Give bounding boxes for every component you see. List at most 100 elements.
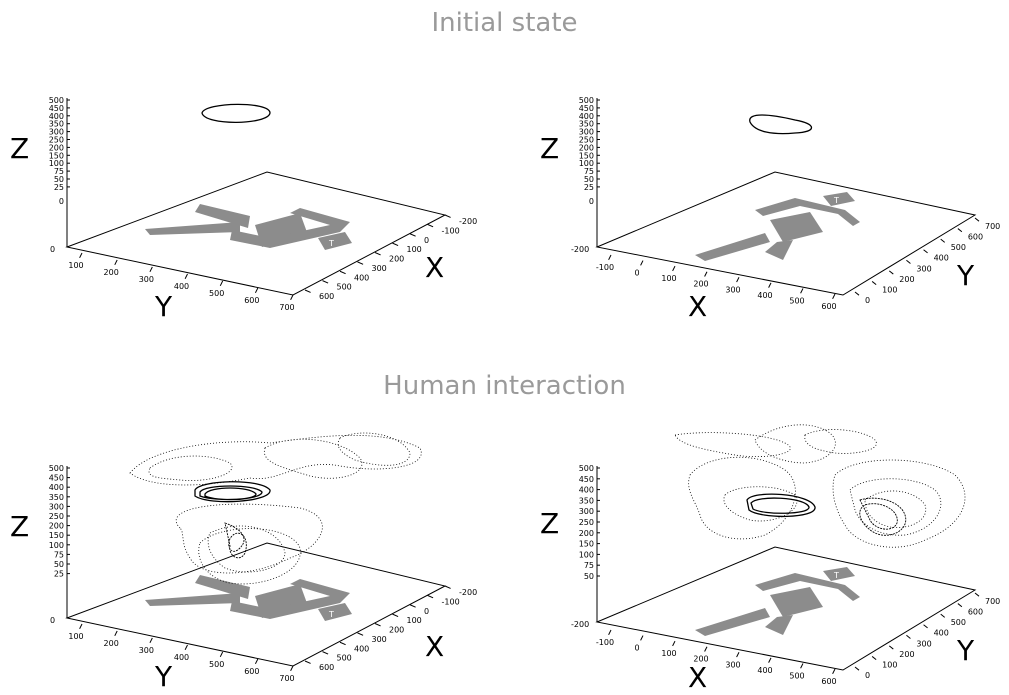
- z-tick-label: 350: [579, 496, 594, 505]
- y-tick-label: 700: [985, 597, 1000, 606]
- z-tick-label: 400: [49, 112, 64, 121]
- x-tick: [427, 594, 434, 599]
- x-tick-label: 200: [389, 626, 404, 635]
- x-tick: [832, 293, 836, 300]
- x-tick-label: 0: [634, 644, 639, 653]
- y-tick-label: 200: [899, 275, 914, 284]
- x-tick-label: 300: [725, 660, 740, 669]
- y-tick-label: 700: [279, 674, 294, 683]
- floor-shape-box: [823, 567, 855, 581]
- floor-shape-frame: [755, 573, 860, 601]
- y-tick-label: 400: [934, 629, 949, 638]
- x-axis-label: X: [425, 251, 444, 284]
- x-tick: [768, 657, 772, 663]
- y-tick: [854, 666, 860, 671]
- x-tick-label: 0: [634, 269, 639, 278]
- z-tick-label: 150: [579, 151, 594, 160]
- section-title-human-interaction: Human interaction: [383, 371, 626, 401]
- x-tick: [608, 254, 612, 261]
- corner-tick-label: 0: [50, 245, 55, 254]
- x-tick-label: 400: [354, 644, 369, 653]
- x-tick-label: 600: [319, 663, 334, 672]
- floor-shape-box-mark: T: [833, 571, 839, 580]
- y-axis: 100 200 300 400 500 600 700 Y: [68, 252, 295, 323]
- y-tick: [290, 294, 294, 301]
- x-tick: [444, 214, 451, 218]
- x-tick-label: 200: [693, 280, 708, 289]
- x-tick-label: 600: [319, 292, 334, 301]
- z-tick-label: 25: [584, 183, 594, 192]
- z-tick-label: 0: [589, 197, 594, 206]
- z-tick-label: 250: [49, 512, 64, 521]
- y-tick-label: 0: [865, 671, 870, 680]
- z-tick-label: 250: [49, 136, 64, 145]
- y-tick-label: 300: [139, 646, 154, 655]
- floor-shape-box: [318, 232, 352, 250]
- y-tick: [79, 252, 83, 259]
- z-tick-label: 350: [49, 493, 64, 502]
- x-tick-label: 100: [407, 245, 422, 254]
- trajectory-dotted-cloud: [129, 432, 422, 585]
- y-axis-label: Y: [956, 259, 975, 292]
- z-tick-label: 200: [579, 529, 594, 538]
- y-tick-label: 700: [279, 303, 294, 312]
- trajectory-cluster: [859, 497, 907, 536]
- x-tick: [374, 252, 381, 256]
- x-tick-label: 300: [372, 635, 387, 644]
- x-tick-label: -100: [442, 597, 460, 606]
- x-tick: [322, 651, 329, 655]
- y-tick-label: 300: [916, 639, 931, 648]
- x-tick: [640, 260, 644, 266]
- floor-shape-bar: [195, 575, 250, 599]
- y-tick: [940, 238, 946, 243]
- x-tick: [339, 641, 346, 646]
- trajectory-loops-dense: [746, 493, 816, 518]
- x-tick-label: 0: [424, 607, 429, 616]
- y-tick: [923, 249, 928, 254]
- x-tick: [392, 613, 399, 617]
- floor-shape-body: [770, 587, 823, 617]
- y-axis-label: Y: [154, 290, 173, 323]
- trajectory: [201, 103, 271, 124]
- y-tick-label: 300: [916, 264, 931, 273]
- x-tick-label: 300: [372, 264, 387, 273]
- y-tick: [871, 656, 877, 661]
- corner-tick-label: -200: [571, 245, 589, 254]
- z-tick-label: 500: [579, 96, 594, 105]
- x-tick-label: 600: [821, 677, 836, 686]
- y-tick-label: 500: [951, 618, 966, 627]
- trajectory-cluster: [224, 522, 247, 559]
- y-tick: [184, 644, 188, 651]
- floor-plane: T: [595, 546, 977, 671]
- trajectory-dotted-cloud: [674, 424, 966, 548]
- floor-shape-box: [823, 192, 855, 206]
- y-tick: [149, 637, 153, 644]
- floor-shape-frame: [230, 208, 350, 248]
- y-tick: [114, 259, 118, 266]
- z-tick-label: 50: [584, 572, 594, 581]
- x-tick-label: -100: [596, 263, 614, 272]
- y-axis-label: Y: [956, 634, 975, 667]
- y-tick: [974, 217, 980, 222]
- x-axis: -100 0 100 200 300 400 500 600 X: [596, 254, 837, 323]
- x-tick: [768, 282, 772, 288]
- y-tick: [888, 645, 894, 650]
- z-tick-label: 25: [54, 183, 64, 192]
- y-tick: [923, 624, 928, 629]
- z-tick-label: 200: [579, 143, 594, 152]
- floor-shape-bar: [195, 204, 250, 228]
- x-tick: [357, 261, 364, 265]
- x-tick-label: 100: [661, 274, 676, 283]
- trajectory: [674, 424, 966, 548]
- z-axis-label: Z: [10, 510, 29, 543]
- z-tick-label: 75: [54, 167, 64, 176]
- x-tick-label: 300: [725, 285, 740, 294]
- x-tick: [409, 233, 416, 237]
- z-tick-label: 150: [49, 151, 64, 160]
- z-tick-label: 250: [579, 136, 594, 145]
- z-axis-label: Z: [540, 507, 559, 540]
